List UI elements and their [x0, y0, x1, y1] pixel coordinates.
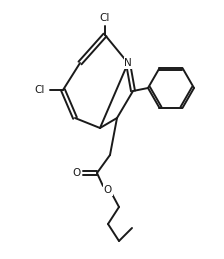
- Text: O: O: [104, 185, 112, 195]
- Text: N: N: [124, 58, 132, 68]
- Text: O: O: [72, 168, 80, 178]
- Text: Cl: Cl: [35, 85, 45, 95]
- Text: Cl: Cl: [100, 13, 110, 23]
